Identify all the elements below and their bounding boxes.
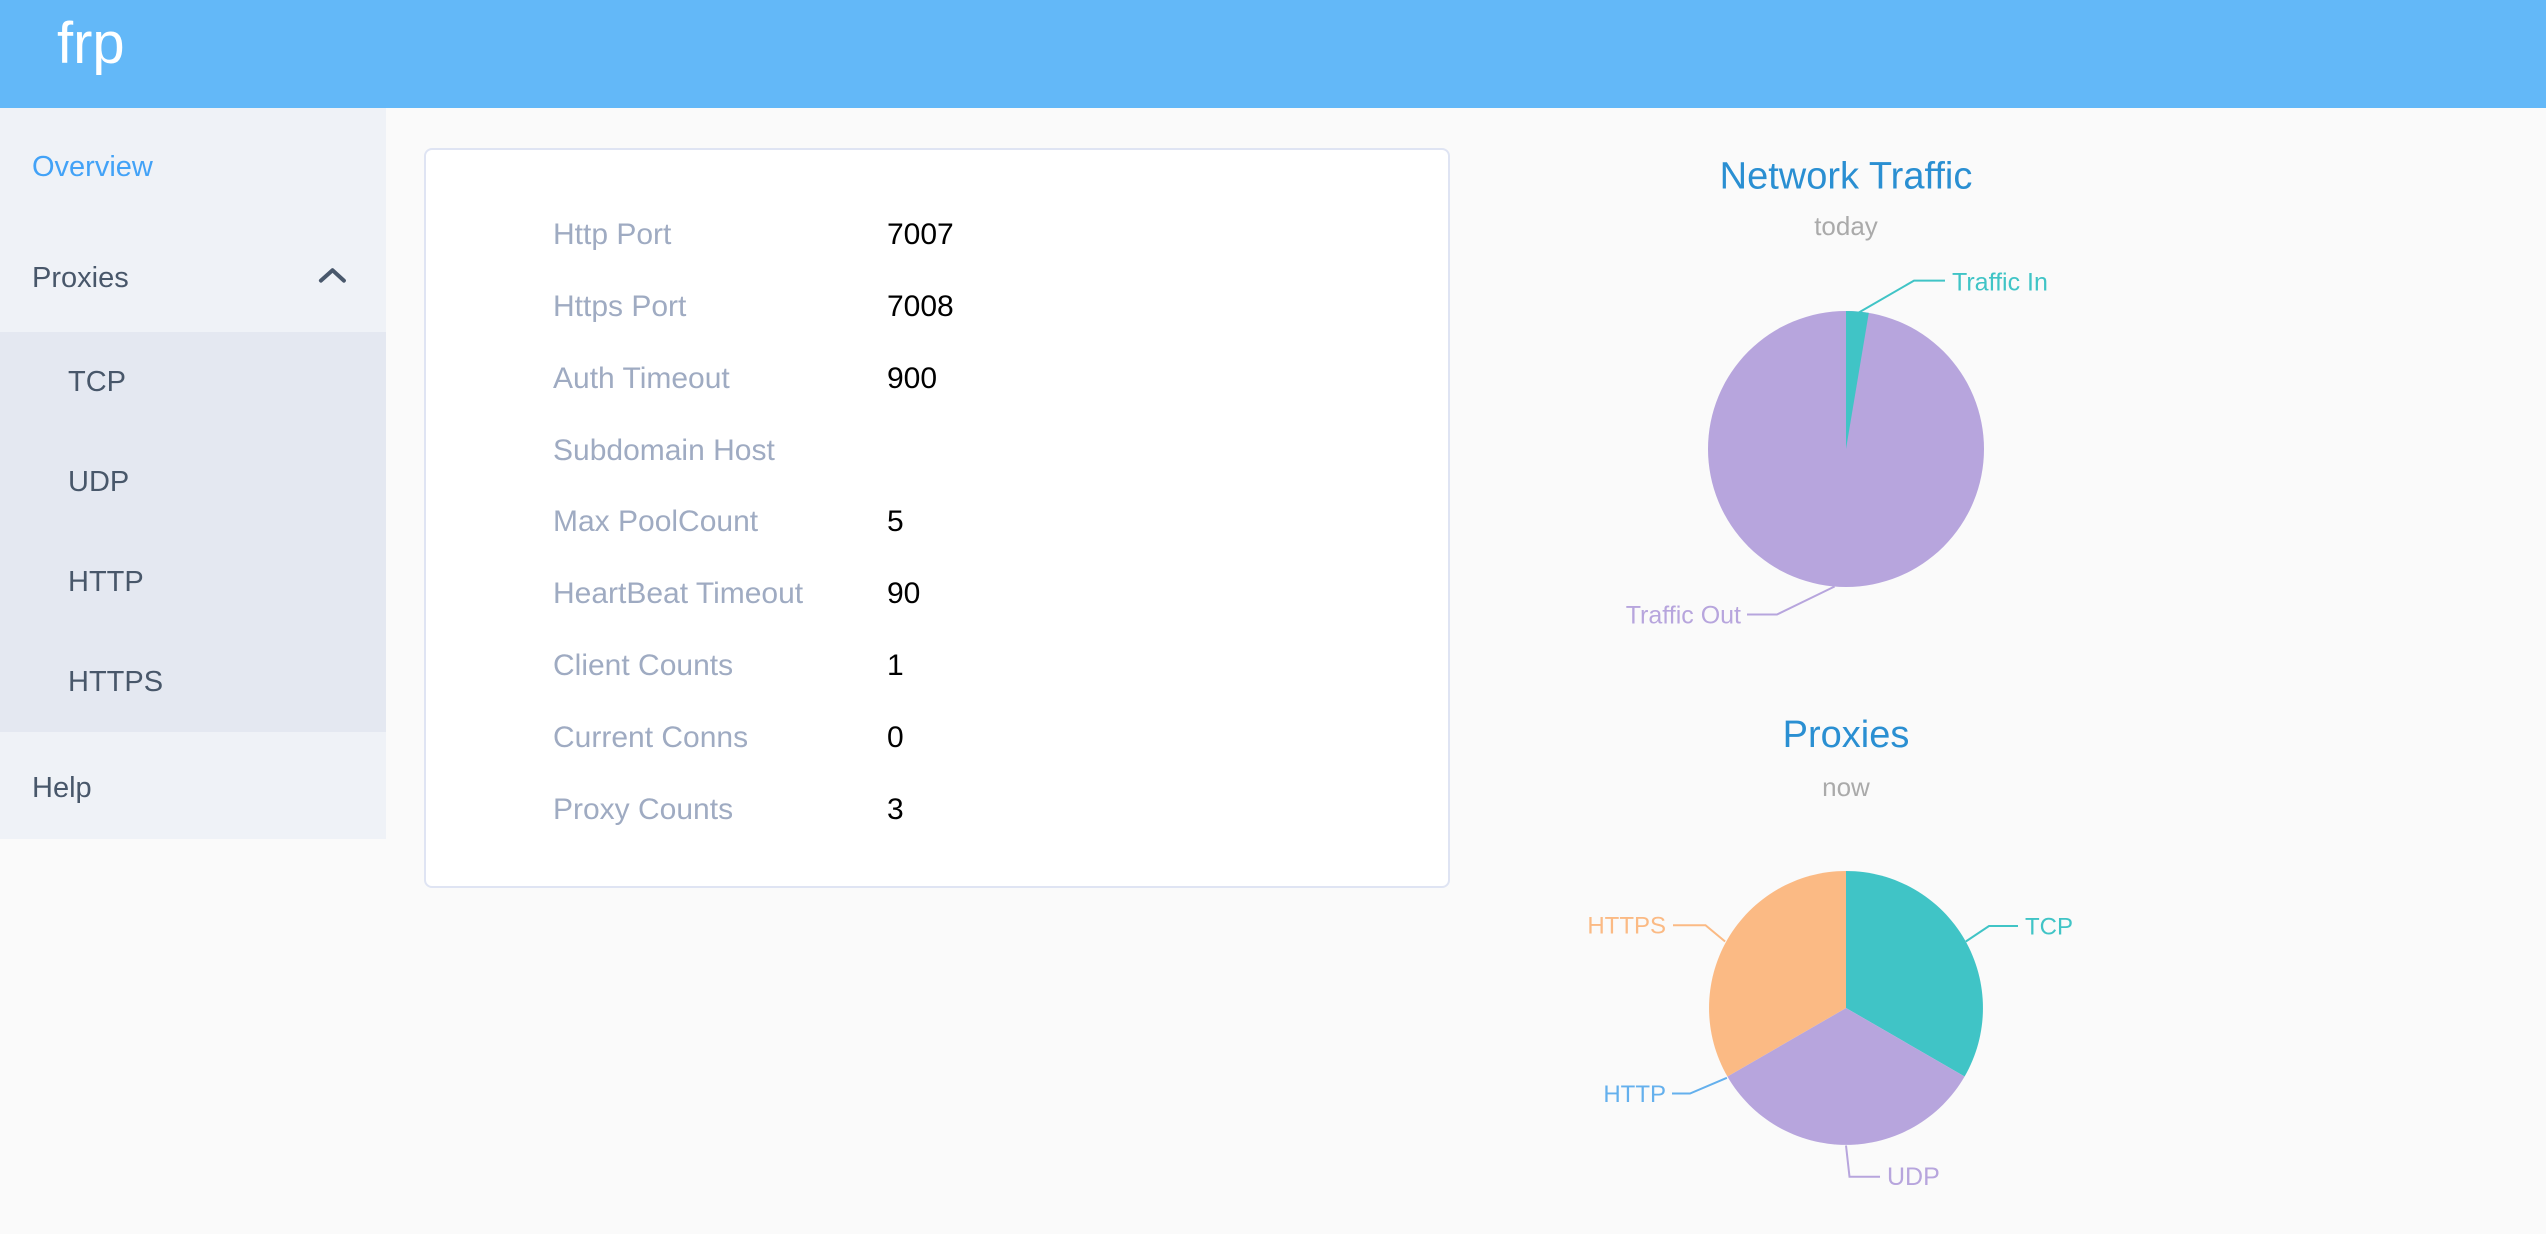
- svg-text:Traffic Out: Traffic Out: [1626, 602, 1741, 630]
- svg-text:now: now: [1822, 772, 1870, 802]
- svg-text:HTTPS: HTTPS: [1587, 913, 1666, 940]
- svg-text:UDP: UDP: [1887, 1163, 1940, 1191]
- svg-text:Proxies: Proxies: [1783, 714, 1910, 756]
- svg-text:today: today: [1814, 211, 1878, 241]
- svg-text:HTTP: HTTP: [1603, 1081, 1666, 1108]
- svg-text:Network Traffic: Network Traffic: [1720, 156, 1973, 198]
- svg-text:Traffic In: Traffic In: [1952, 269, 2048, 297]
- svg-text:TCP: TCP: [2025, 913, 2073, 940]
